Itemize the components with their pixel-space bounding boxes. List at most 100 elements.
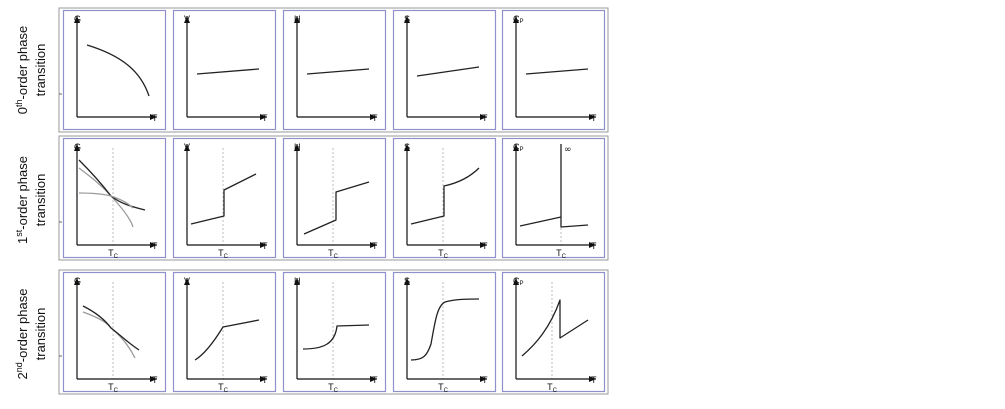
tc-tick-label: TC xyxy=(328,382,339,394)
curve-0 xyxy=(410,298,480,361)
y-axis-label: H xyxy=(294,14,301,24)
row-ordinal: 2 xyxy=(15,372,30,379)
curve-0 xyxy=(196,68,260,75)
row-ordinal: 0 xyxy=(15,107,30,114)
row-label-line2: transition xyxy=(33,174,48,227)
panel-frame xyxy=(501,137,606,259)
tc-tick-label: TC xyxy=(218,248,229,260)
panel-frame xyxy=(392,9,497,131)
row-label: 1st-order phase transition xyxy=(14,156,48,244)
row-label: 2nd-order phase transition xyxy=(14,289,48,380)
tc-tick-label: TC xyxy=(547,382,558,394)
row-frame xyxy=(58,269,609,395)
panel-cp: CP T TC xyxy=(501,271,606,394)
panel-frame xyxy=(282,9,387,131)
row-label-rest: -order phase xyxy=(15,289,30,363)
row-label-line2: transition xyxy=(33,308,48,361)
curve-0 xyxy=(521,299,589,357)
y-axis-label: CP xyxy=(513,142,524,153)
panel-cp: CP T xyxy=(501,9,606,131)
curve-0 xyxy=(194,319,260,361)
y-axis-label: S xyxy=(404,142,410,152)
panel-frame xyxy=(282,271,387,393)
panel-v: V T TC xyxy=(172,271,277,394)
panel-g: GT xyxy=(62,9,167,131)
x-axis-label: T xyxy=(372,241,378,251)
x-axis-label: T xyxy=(591,241,597,251)
row-1: 1st-order phase transition G T TC V T TC H T TC S T T… xyxy=(14,135,609,261)
y-axis-label: CP xyxy=(513,276,524,287)
x-axis-label: T xyxy=(372,375,378,385)
x-axis-label: T xyxy=(372,113,378,123)
tc-tick-label: TC xyxy=(328,248,339,260)
row-ordinal: 1 xyxy=(15,237,30,244)
tc-tick-label: TC xyxy=(438,382,449,394)
infinity-annotation: ∞ xyxy=(564,145,572,155)
x-axis-label: T xyxy=(152,241,158,251)
panel-frame xyxy=(501,271,606,393)
x-axis-label: T xyxy=(482,113,488,123)
panel-h: H T TC xyxy=(282,137,387,260)
curve-0 xyxy=(86,44,150,97)
curve-1 xyxy=(560,144,589,228)
curve-0 xyxy=(306,68,370,75)
panel-frame xyxy=(282,137,387,259)
curve-0 xyxy=(410,167,480,225)
y-axis-label: V xyxy=(184,276,190,286)
y-axis-label: G xyxy=(74,276,81,286)
panel-v: V T TC xyxy=(172,137,277,260)
row-label: 0th-order phase transition xyxy=(14,26,48,114)
panel-frame xyxy=(172,9,277,131)
y-axis-label: S xyxy=(404,14,410,24)
x-axis-label: T xyxy=(262,113,268,123)
x-axis-label: T xyxy=(482,241,488,251)
panel-frame xyxy=(172,271,277,393)
panel-s: ST xyxy=(392,9,497,131)
row-ordinal-suffix: th xyxy=(14,99,24,107)
panel-frame xyxy=(501,9,606,131)
curve-0 xyxy=(302,324,370,350)
x-axis-label: T xyxy=(262,241,268,251)
y-axis-label: V xyxy=(184,14,190,24)
y-axis-label: H xyxy=(294,276,301,286)
x-axis-label: T xyxy=(591,113,597,123)
panel-s: S T TC xyxy=(392,137,497,260)
panel-g: G T TC xyxy=(62,137,167,260)
panel-frame xyxy=(62,9,167,131)
y-axis-label: H xyxy=(294,142,301,152)
row-label-rest: -order phase xyxy=(15,156,30,230)
curve-0 xyxy=(519,216,562,227)
panel-g: G T TC xyxy=(62,271,167,394)
rows-layer: 0th-order phase transitionGTVTHTSTCPT1st-… xyxy=(14,7,609,395)
panel-cp: CP T TC ∞ xyxy=(501,137,606,260)
tc-tick-label: TC xyxy=(108,248,119,260)
panel-h: H T TC xyxy=(282,271,387,394)
panel-frame xyxy=(62,271,167,393)
alt-curve-2 xyxy=(78,192,134,209)
x-axis-label: T xyxy=(591,375,597,385)
panel-s: S T TC xyxy=(392,271,497,394)
row-label-rest: -order phase xyxy=(15,26,30,100)
row-ordinal-suffix: nd xyxy=(14,362,24,372)
curve-0 xyxy=(525,68,589,75)
row-ordinal-suffix: st xyxy=(14,229,24,237)
y-axis-label: CP xyxy=(513,14,524,25)
curve-1 xyxy=(82,305,140,351)
tc-tick-label: TC xyxy=(438,248,449,260)
y-axis-label: V xyxy=(184,142,190,152)
row-frame xyxy=(58,135,609,261)
tc-tick-label: TC xyxy=(108,382,119,394)
panel-frame xyxy=(62,137,167,259)
y-axis-label: G xyxy=(74,142,81,152)
y-axis-label: S xyxy=(404,276,410,286)
tc-tick-label: TC xyxy=(556,248,567,260)
curve-0 xyxy=(416,66,480,77)
row-label-line2: transition xyxy=(33,44,48,97)
panel-h: HT xyxy=(282,9,387,131)
x-axis-label: T xyxy=(152,113,158,123)
tc-tick-label: TC xyxy=(218,382,229,394)
row-frame xyxy=(58,7,609,133)
x-axis-label: T xyxy=(262,375,268,385)
